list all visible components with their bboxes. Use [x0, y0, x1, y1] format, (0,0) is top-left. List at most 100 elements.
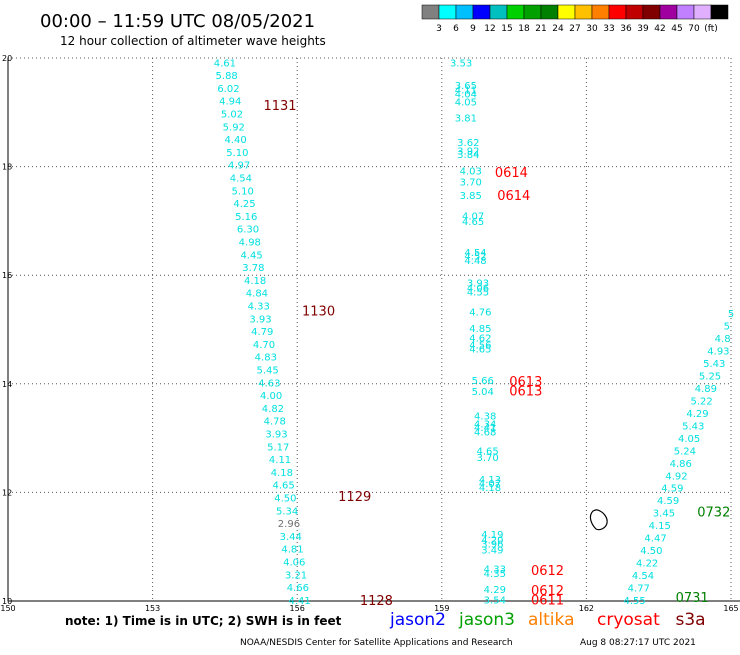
scale-swatch: [574, 4, 593, 20]
wave-height-label: 4.59: [661, 484, 683, 495]
plot-frame: [7, 58, 740, 602]
wave-height-label: 4.48: [464, 256, 486, 267]
wave-height-label: 4.86: [670, 459, 692, 470]
pass-time-label: 0614: [495, 166, 528, 181]
x-tick-label: 165: [723, 604, 738, 613]
wave-height-label: 4.52: [464, 252, 486, 263]
wave-height-label: 4.18: [244, 276, 266, 287]
color-scale-legend: 3 6 9 12 15 18 21 24 27 30 33 36 39 42 45 70 (ft): [421, 4, 729, 34]
chart-title: 00:00 – 11:59 UTC 08/05/2021: [40, 11, 315, 32]
wave-height-label: 4.77: [628, 583, 650, 594]
pass-time-label: 1129: [338, 490, 371, 505]
wave-height-label: 5.02: [221, 110, 243, 121]
wave-height-label: 5.22: [691, 396, 713, 407]
wave-height-label: 4.07: [479, 479, 501, 490]
scale-label: 33: [603, 24, 614, 34]
scale-swatch: [506, 4, 525, 20]
y-tick-label: 16: [2, 271, 12, 280]
x-tick-label: 153: [145, 604, 160, 613]
wave-height-label: 5.25: [699, 372, 721, 383]
wave-height-label: 4.62: [469, 334, 491, 345]
wave-height-label: 5: [724, 322, 730, 333]
wave-height-label: 4.00: [260, 391, 282, 402]
wave-height-label: 4.65: [476, 447, 498, 458]
wave-height-label: 4.19: [481, 530, 503, 541]
y-tick-label: 14: [2, 380, 12, 389]
wave-height-label: 3.84: [457, 150, 479, 161]
pass-time-label: 0614: [497, 189, 530, 204]
scale-swatch: [608, 4, 627, 20]
scale-label: 39: [637, 24, 649, 34]
x-tick-label: 150: [0, 604, 15, 613]
wave-height-label: 3.49: [481, 545, 503, 556]
wave-height-label: 3.92: [457, 146, 479, 157]
wave-height-label: 5.66: [472, 376, 494, 387]
scale-swatch: [557, 4, 576, 20]
pass-time-label: 0611: [531, 593, 564, 608]
wave-height-label: 4.81: [281, 545, 303, 556]
scale-label: 6: [453, 24, 459, 34]
wave-height-label: 3.21: [285, 570, 307, 581]
scale-swatch: [438, 4, 457, 20]
wave-height-label: 4.29: [686, 409, 708, 420]
wave-height-label: 6.02: [217, 84, 239, 95]
wave-height-label: 4.05: [678, 434, 700, 445]
wave-height-label: 4.63: [258, 378, 280, 389]
wave-height-label: 5.92: [223, 122, 245, 133]
wave-height-label: 3.44: [280, 532, 302, 543]
wave-height-label: 3.45: [653, 509, 675, 520]
scale-label: 24: [552, 24, 564, 34]
wave-height-label: 4.89: [695, 384, 717, 395]
wave-height-label: 5.04: [472, 387, 494, 398]
wave-height-label: 6.30: [237, 225, 259, 236]
pass-time-label: 0732: [697, 505, 730, 520]
wave-height-label: 4.54: [230, 174, 252, 185]
pass-time-label: 0612: [531, 564, 564, 579]
wave-height-label: 4.25: [233, 199, 255, 210]
wave-height-label: 4.65: [469, 345, 491, 356]
wave-height-label: 3.53: [450, 58, 472, 69]
wave-height-label: 5.10: [232, 186, 254, 197]
wave-height-label: 4.94: [219, 97, 241, 108]
y-tick-label: 18: [2, 163, 12, 172]
wave-height-label: 5: [728, 309, 734, 320]
wave-height-label: 4.82: [262, 404, 284, 415]
scale-swatch: [489, 4, 508, 20]
wave-height-label: 4.34: [474, 419, 496, 430]
scale-label: 45: [671, 24, 682, 34]
scale-swatch: [523, 4, 542, 20]
wave-height-label: 4.59: [657, 496, 679, 507]
wave-height-label: 4.79: [251, 327, 273, 338]
scale-label: 21: [535, 24, 546, 34]
y-tick-label: 20: [2, 54, 12, 63]
wave-height-label: 4.93: [707, 347, 729, 358]
wave-height-label: 2.96: [278, 519, 300, 530]
wave-height-label: 4.11: [455, 85, 477, 96]
y-tick-label: 10: [2, 597, 12, 606]
credit-text: NOAA/NESDIS Center for Satellite Applica…: [240, 638, 513, 648]
scale-swatch: [693, 4, 712, 20]
wave-height-label: 4.05: [455, 97, 477, 108]
wave-height-label: 3.96: [481, 539, 503, 550]
scale-swatch: [421, 4, 440, 20]
wave-height-label: 4.50: [274, 494, 296, 505]
wave-height-label: 5.10: [226, 148, 248, 159]
scale-swatch: [591, 4, 610, 20]
wave-height-label: 4.33: [484, 564, 506, 575]
pass-time-label: 0612: [531, 584, 564, 599]
wave-height-label: 3.93: [467, 278, 489, 289]
wave-height-label: 3.81: [455, 114, 477, 125]
tick-labels: 150 153 156 159 162 165 10 12 14 16 18 20: [0, 54, 738, 613]
pass-time-label: 0731: [676, 591, 709, 606]
wave-height-label: 4.8: [715, 334, 731, 345]
wave-height-label: 5.34: [276, 506, 298, 517]
wave-height-label: 4.18: [479, 483, 501, 494]
scale-swatch: [659, 4, 678, 20]
wave-height-label: 3.78: [242, 263, 264, 274]
scale-swatch: [540, 4, 559, 20]
scale-label: 36: [620, 24, 632, 34]
wave-height-label: 3.70: [460, 177, 482, 188]
wave-height-label: 3.85: [460, 191, 482, 202]
